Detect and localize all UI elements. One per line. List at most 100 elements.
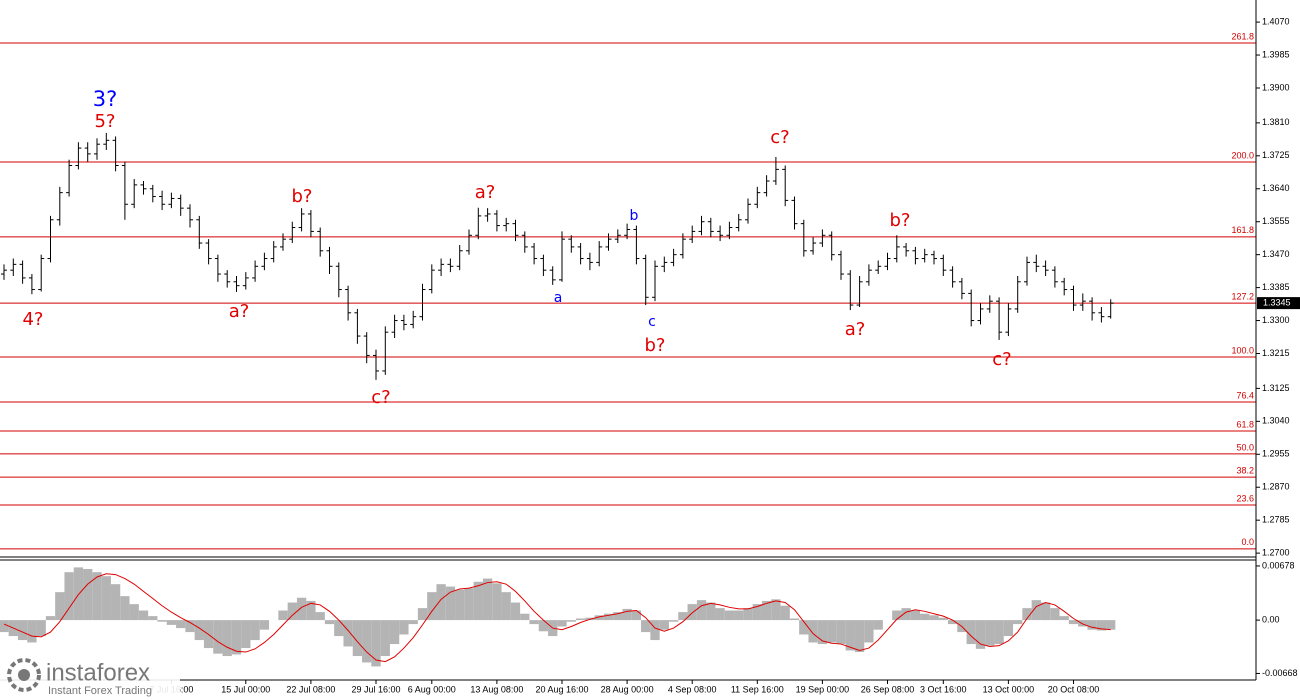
histogram-bar: [92, 572, 102, 621]
histogram-bar: [947, 620, 958, 625]
histogram-bar: [780, 605, 790, 621]
y-tick-label: 1.3125: [1262, 383, 1290, 393]
histogram-bar: [1040, 602, 1051, 621]
histogram-bar: [901, 608, 911, 621]
histogram-bar: [650, 620, 660, 641]
last-price-label: 1.3345: [1263, 297, 1291, 307]
histogram-bar: [920, 613, 930, 621]
histogram-bar: [827, 620, 837, 643]
histogram-bar: [371, 620, 381, 667]
histogram-bar: [1087, 620, 1097, 630]
y-tick-label: 1.2870: [1262, 482, 1290, 492]
histogram-bar: [501, 592, 511, 621]
wave-label: a: [554, 290, 563, 306]
histogram-bar: [492, 583, 502, 621]
x-tick-label: 28 Aug 00:00: [601, 684, 654, 694]
histogram-bar: [603, 613, 614, 621]
histogram-bar: [687, 604, 697, 621]
histogram-bar: [808, 620, 818, 643]
fib-level-label: 100.0: [1231, 345, 1254, 355]
histogram-bar: [752, 604, 762, 621]
histogram-bar: [1059, 616, 1069, 621]
histogram-bar: [1106, 620, 1116, 630]
y-tick-label: 1.3810: [1262, 117, 1290, 127]
fib-level-label: 0.0: [1241, 537, 1254, 547]
wave-label: 3?: [93, 87, 118, 111]
histogram-bar: [1096, 620, 1107, 631]
histogram-bar: [45, 616, 56, 621]
wave-label: a?: [475, 182, 496, 203]
histogram-bar: [36, 620, 46, 637]
x-tick-label: 6 Aug 00:00: [408, 684, 456, 694]
y-tick-label: 0.00678: [1262, 560, 1295, 570]
histogram-bar: [613, 612, 623, 621]
histogram-bar: [575, 618, 586, 621]
fib-level-label: 200.0: [1231, 150, 1254, 160]
histogram-bar: [789, 618, 800, 621]
histogram-bar: [938, 617, 948, 621]
logo: instaforex Instant Forex Trading: [0, 655, 180, 700]
histogram-bar: [101, 576, 111, 621]
histogram-bar: [287, 602, 297, 621]
histogram-bar: [1068, 620, 1079, 625]
histogram-bar: [529, 620, 539, 625]
histogram-bar: [836, 620, 846, 645]
histogram-bar: [83, 568, 93, 621]
histogram-bar: [1050, 608, 1060, 621]
histogram-bar: [27, 620, 37, 643]
y-tick-label: 1.3555: [1262, 216, 1290, 226]
y-tick-label: 1.3385: [1262, 282, 1290, 292]
histogram-bar: [631, 610, 642, 621]
histogram-bar: [715, 608, 725, 621]
histogram-bar: [622, 608, 632, 621]
histogram-bar: [334, 620, 344, 637]
histogram-bar: [176, 620, 186, 629]
wave-label: c?: [371, 387, 390, 408]
histogram-bar: [734, 610, 744, 621]
fib-level-label: 61.8: [1236, 419, 1254, 429]
histogram-bar: [306, 600, 316, 621]
y-tick-label: 1.3725: [1262, 150, 1290, 160]
histogram-bar: [213, 620, 223, 654]
histogram-bar: [231, 620, 242, 655]
histogram-bar: [73, 567, 84, 621]
fib-level-label: 23.6: [1236, 493, 1254, 503]
histogram-bar: [55, 592, 65, 621]
histogram-bar: [259, 620, 270, 630]
histogram-bar: [1022, 608, 1032, 621]
histogram-bar: [436, 584, 446, 621]
histogram-bar: [417, 608, 428, 621]
histogram-bar: [464, 588, 474, 621]
brand-tagline: Instant Forex Trading: [48, 685, 152, 697]
histogram-bar: [222, 620, 232, 657]
histogram-bar: [985, 620, 995, 646]
x-tick-label: 13 Oct 00:00: [983, 684, 1035, 694]
wave-label: 5?: [94, 111, 115, 132]
wave-label: a?: [229, 301, 250, 322]
y-tick-label: 0.00: [1262, 614, 1280, 624]
x-tick-label: 20 Aug 16:00: [535, 684, 588, 694]
y-tick-label: 1.3640: [1262, 183, 1290, 193]
histogram-bar: [343, 620, 353, 647]
wave-label: c?: [770, 127, 789, 148]
histogram-bar: [278, 610, 288, 621]
histogram-bar: [399, 620, 409, 635]
histogram-bar: [538, 620, 549, 632]
histogram-bar: [510, 602, 521, 621]
y-tick-label: 1.4070: [1262, 16, 1290, 26]
histogram-bar: [473, 581, 483, 621]
histogram-bar: [1078, 620, 1088, 627]
histogram-bar: [696, 600, 707, 621]
histogram-bar: [1031, 600, 1041, 621]
histogram-bar: [678, 612, 688, 621]
histogram-bar: [771, 599, 781, 621]
histogram-bar: [380, 620, 390, 657]
x-tick-label: 29 Jul 16:00: [351, 684, 400, 694]
histogram-bar: [315, 612, 325, 621]
histogram-bar: [241, 620, 251, 649]
fib-level-label: 50.0: [1236, 442, 1254, 452]
histogram-bar: [641, 620, 651, 633]
wave-label: c?: [992, 349, 1011, 370]
